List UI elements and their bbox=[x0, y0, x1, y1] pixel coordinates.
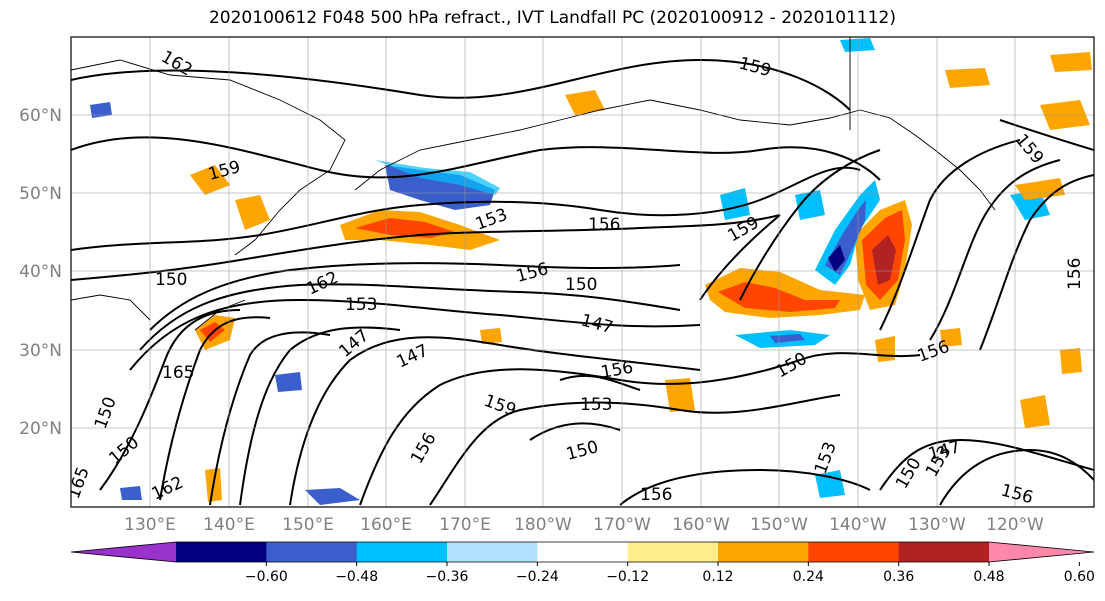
longitude-labels: 130°E 140°E 150°E 160°E 170°E 180°W 170°… bbox=[124, 515, 1044, 535]
colorbar-tick-label: −0.60 bbox=[245, 569, 288, 585]
colorbar-tick-label: 0.60 bbox=[1064, 569, 1095, 585]
lat-label: 60°N bbox=[19, 106, 62, 126]
colorbar-tick-label: −0.24 bbox=[516, 569, 559, 585]
lon-label: 180°W bbox=[514, 515, 572, 535]
colorbar-ticks: −0.60 −0.48 −0.36 −0.24 −0.12 0.12 0.24 0.36 0.4… bbox=[245, 562, 1095, 585]
lon-label: 140°E bbox=[203, 515, 255, 535]
contour-label: 150 bbox=[565, 275, 597, 295]
colorbar-extend-low bbox=[71, 542, 176, 562]
contour-label: 153 bbox=[580, 395, 612, 415]
colorbar-segment bbox=[808, 542, 900, 562]
lon-label: 160°E bbox=[360, 515, 412, 535]
map-title: 2020100612 F048 500 hPa refract., IVT La… bbox=[208, 8, 896, 28]
lon-label: 170°W bbox=[593, 515, 651, 535]
colorbar-segment bbox=[176, 542, 267, 562]
latitude-labels: 60°N 50°N 40°N 30°N 20°N bbox=[19, 106, 62, 439]
lon-label: 130°E bbox=[124, 515, 176, 535]
lon-label: 150°W bbox=[750, 515, 808, 535]
lon-label: 170°E bbox=[439, 515, 491, 535]
contour-label: 156 bbox=[1065, 258, 1085, 290]
lat-label: 20°N bbox=[19, 419, 62, 439]
contour-label: 165 bbox=[162, 363, 194, 383]
colorbar-outline bbox=[70, 541, 1095, 563]
colorbar-segment bbox=[898, 542, 990, 562]
colorbar-tick-label: 0.36 bbox=[883, 569, 914, 585]
colorbar-tick-label: −0.48 bbox=[335, 569, 378, 585]
lon-label: 140°W bbox=[829, 515, 887, 535]
colorbar-extend-high bbox=[989, 542, 1094, 562]
refractivity-contours bbox=[71, 58, 1094, 506]
contour-label: 156 bbox=[640, 485, 672, 505]
colorbar-segment bbox=[266, 542, 358, 562]
lat-label: 50°N bbox=[19, 184, 62, 204]
colorbar-segment bbox=[447, 542, 538, 562]
colorbar-tick-label: −0.12 bbox=[606, 569, 649, 585]
colorbar-tick-label: 0.48 bbox=[973, 569, 1004, 585]
colorbar-tick-label: 0.24 bbox=[793, 569, 824, 585]
colorbar-segments bbox=[70, 541, 1095, 563]
colorbar-tick-label: −0.36 bbox=[426, 569, 469, 585]
colorbar-segment bbox=[627, 542, 719, 562]
colorbar: −0.60 −0.48 −0.36 −0.24 −0.12 0.12 0.24 0.36 0.4… bbox=[70, 541, 1095, 585]
contour-label: 153 bbox=[345, 295, 377, 315]
contour-label: 150 bbox=[155, 270, 187, 290]
colorbar-segment bbox=[718, 542, 809, 562]
lon-label: 130°W bbox=[908, 515, 966, 535]
coastlines bbox=[71, 37, 996, 331]
map-border bbox=[70, 36, 1095, 508]
lon-label: 160°W bbox=[672, 515, 730, 535]
colorbar-segment bbox=[537, 542, 629, 562]
contour-label: 156 bbox=[588, 215, 620, 235]
lon-label: 150°E bbox=[282, 515, 334, 535]
lat-label: 30°N bbox=[19, 341, 62, 361]
lon-label: 120°W bbox=[986, 515, 1044, 535]
gridlines bbox=[71, 37, 1094, 507]
colorbar-segment bbox=[356, 542, 448, 562]
lat-label: 40°N bbox=[19, 262, 62, 282]
colorbar-tick-label: 0.12 bbox=[702, 569, 733, 585]
